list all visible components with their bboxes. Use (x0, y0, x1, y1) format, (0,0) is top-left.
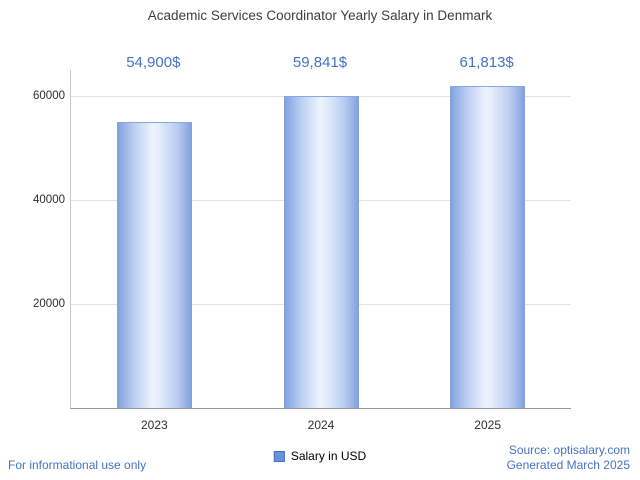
plot-area: 20000 40000 60000 2023 2024 2025 (33, 70, 571, 432)
bar-2025 (450, 85, 526, 408)
bar-value-label: 54,900$ (126, 54, 181, 71)
y-tick-label: 60000 (33, 90, 65, 102)
x-tick-label: 2024 (307, 418, 335, 432)
y-tick-label: 40000 (33, 194, 65, 206)
source-text: Source: optisalary.com (508, 442, 630, 457)
legend-label: Salary in USD (290, 449, 367, 463)
legend: Salary in USD (273, 449, 367, 463)
chart-title: Academic Services Coordinator Yearly Sal… (147, 8, 493, 23)
generated-text: Generated March 2025 (506, 458, 630, 473)
source-info: Source: optisalary.com Generated March 2… (507, 443, 630, 474)
bar-2023 (116, 121, 192, 408)
disclaimer-text: For informational use only (8, 458, 147, 472)
legend-swatch-icon (273, 450, 285, 462)
bar-value-label: 59,841$ (292, 54, 348, 71)
x-tick-label: 2023 (140, 418, 168, 432)
x-tick-label: 2025 (474, 418, 501, 432)
bar-2024 (283, 95, 359, 408)
bar-value-label: 61,813$ (459, 54, 514, 71)
bar-value-labels: 54,900$ 59,841$ 61,813$ (70, 54, 570, 74)
y-tick-label: 20000 (33, 298, 65, 310)
